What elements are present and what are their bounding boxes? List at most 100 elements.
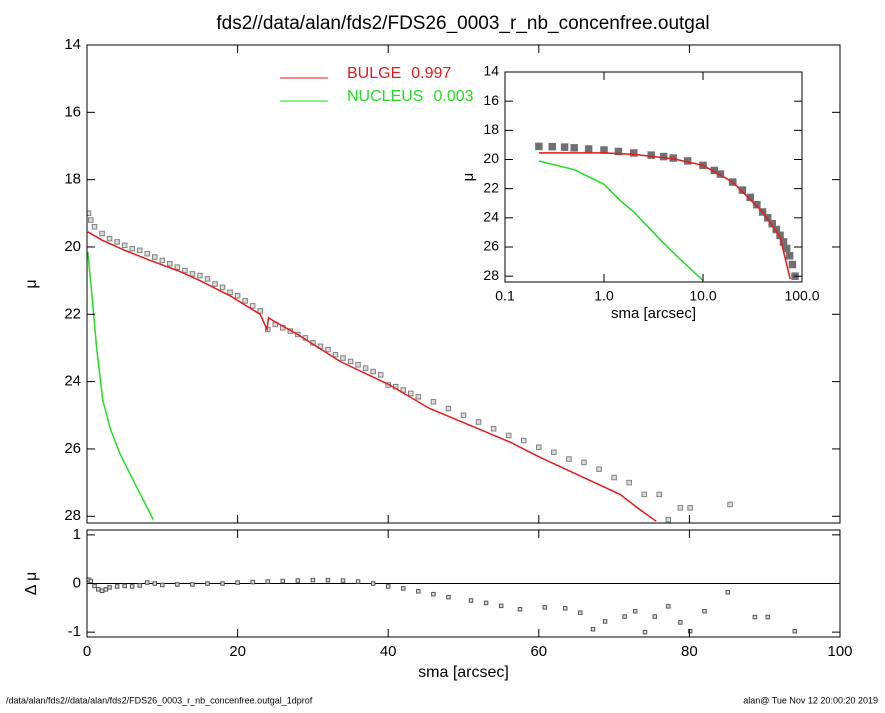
- data-point: [536, 444, 542, 451]
- data-point: [687, 505, 693, 511]
- y-tick-label: 22: [64, 305, 81, 322]
- data-point: [197, 272, 203, 279]
- data-point: [295, 578, 301, 583]
- data-point: [129, 245, 135, 252]
- data-point: [137, 583, 142, 588]
- y-tick-label: 22: [483, 179, 499, 195]
- data-point: [753, 200, 761, 209]
- data-point: [656, 491, 663, 498]
- data-point: [234, 293, 241, 299]
- data-point: [280, 578, 286, 584]
- data-point: [212, 281, 218, 287]
- data-point: [362, 365, 369, 371]
- legend-label: NUCLEUS 0.003: [347, 88, 474, 105]
- y-tick-label: 18: [483, 121, 499, 137]
- legend-name: NUCLEUS: [347, 88, 423, 105]
- data-point: [659, 152, 668, 161]
- x-tick-label: 60: [530, 643, 547, 660]
- data-point: [483, 600, 489, 606]
- data-point: [205, 581, 210, 586]
- data-point: [370, 581, 376, 586]
- data-point: [611, 474, 617, 481]
- y-axis-label: μ: [460, 173, 477, 182]
- data-point: [175, 582, 180, 587]
- data-point: [88, 578, 94, 584]
- data-point: [738, 186, 747, 194]
- data-point: [505, 432, 512, 439]
- data-point: [702, 608, 707, 614]
- data-point: [99, 588, 105, 594]
- data-point: [678, 620, 683, 625]
- data-point: [600, 146, 608, 154]
- data-point: [596, 466, 602, 472]
- data-point: [652, 614, 658, 619]
- data-point: [517, 607, 523, 612]
- data-point: [325, 577, 331, 583]
- data-point: [647, 151, 655, 159]
- x-tick-label: 100.0: [784, 288, 819, 304]
- data-point: [136, 247, 143, 254]
- x-tick-label: 0: [83, 643, 91, 660]
- data-point: [88, 217, 94, 223]
- data-point: [630, 149, 638, 157]
- data-point: [626, 479, 632, 486]
- data-point: [129, 584, 135, 589]
- series-line: [538, 152, 791, 280]
- data-point: [114, 239, 120, 245]
- y-tick-label: 18: [64, 171, 81, 188]
- data-point: [642, 629, 648, 635]
- y-tick-label: 16: [483, 92, 499, 108]
- x-axis-label: sma [arcsec]: [418, 664, 509, 681]
- x-tick-label: 1.0: [594, 288, 614, 304]
- data-point: [355, 579, 361, 584]
- data-point: [87, 210, 92, 217]
- data-point: [144, 580, 150, 585]
- data-point: [498, 603, 504, 609]
- data-point: [377, 372, 384, 378]
- data-point: [602, 619, 608, 624]
- data-point: [535, 142, 543, 151]
- y-tick-label: 20: [64, 238, 81, 255]
- series-line: [538, 160, 704, 282]
- data-point: [687, 628, 693, 634]
- data-point: [408, 390, 414, 397]
- y-tick-label: 16: [64, 103, 81, 120]
- data-point: [782, 244, 791, 253]
- data-point: [91, 224, 98, 230]
- y-tick-label: 14: [64, 36, 81, 53]
- x-tick-label: 100: [827, 643, 852, 660]
- plot-frame: [86, 44, 841, 524]
- data-point: [666, 604, 671, 609]
- data-point: [121, 242, 128, 249]
- data-point: [752, 614, 758, 620]
- data-point: [785, 252, 794, 260]
- data-point: [431, 591, 436, 597]
- data-point: [257, 308, 263, 314]
- data-point: [562, 606, 568, 611]
- data-point: [385, 584, 391, 589]
- data-point: [401, 586, 406, 591]
- footer-left: /data/alan/fds2//data/alan/fds2/FDS26_00…: [6, 695, 313, 705]
- data-point: [144, 250, 150, 257]
- data-point: [340, 355, 346, 361]
- data-point: [227, 289, 233, 296]
- data-point: [107, 585, 112, 590]
- plot-area: [87, 577, 840, 635]
- y-tick-label: 26: [483, 238, 499, 254]
- y-tick-label: 28: [64, 507, 81, 524]
- data-point: [622, 614, 627, 619]
- y-axis-label: μ: [23, 279, 40, 288]
- data-point: [250, 579, 255, 585]
- series-line: [87, 231, 657, 522]
- data-point: [446, 594, 451, 600]
- legend-name: BULGE: [347, 65, 401, 82]
- data-point: [167, 261, 173, 267]
- data-point: [355, 362, 361, 368]
- data-point: [542, 605, 548, 610]
- chart-title: fds2//data/alan/fds2/FDS26_0003_r_nb_con…: [216, 13, 709, 34]
- data-point: [430, 399, 437, 405]
- data-point: [641, 491, 647, 498]
- data-point: [792, 628, 798, 634]
- data-point: [152, 254, 158, 260]
